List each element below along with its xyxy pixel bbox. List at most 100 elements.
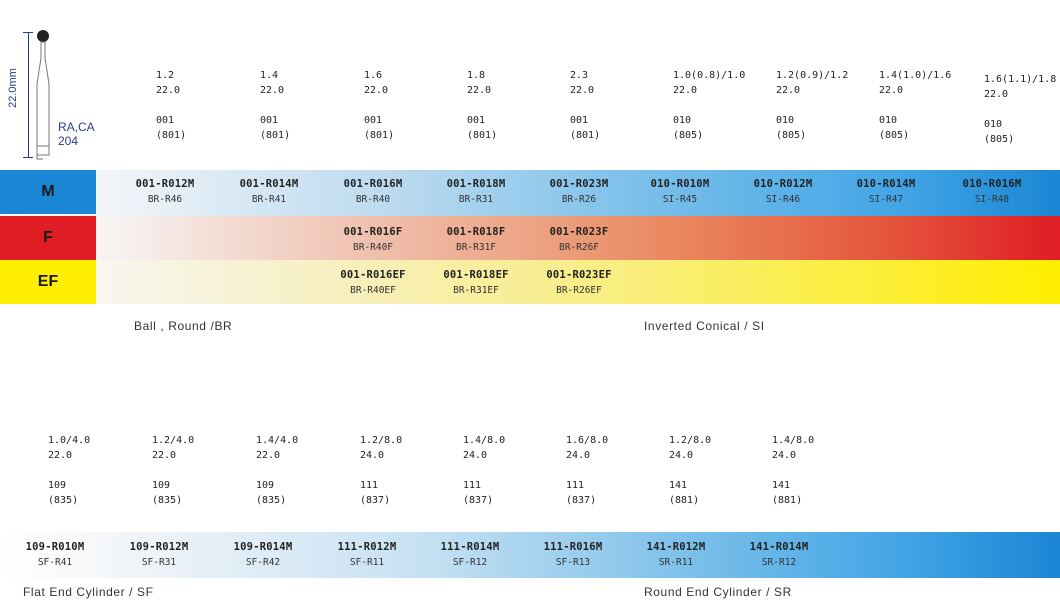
bur-image (120, 28, 152, 160)
spec-shape: 001 (260, 115, 279, 126)
product-code: 111-R014M (440, 541, 500, 553)
bur-specs: 1.6 22.0 001 (801) (364, 68, 394, 143)
spec-size: 1.2(0.9)/1.2 (776, 70, 849, 81)
reference-code: SF-R12 (452, 557, 488, 568)
product-code: 001-R016M (343, 178, 403, 190)
grade-band-m-bottom (0, 532, 1060, 578)
bur-image (328, 28, 360, 160)
spec-size: 1.4(1.0)/1.6 (879, 70, 952, 81)
spec-size: 1.0(0.8)/1.0 (673, 70, 746, 81)
reference-code: SF-R42 (245, 557, 281, 568)
bur-specs: 1.6/8.0 24.0 111 (837) (566, 433, 608, 508)
grade-ef-code: 001-R018EF BR-R31EF (421, 269, 531, 296)
bur-image (637, 378, 669, 522)
spec-iso: (837) (463, 495, 494, 506)
spec-size: 1.6/8.0 (566, 435, 609, 446)
spec-size: 1.4/4.0 (256, 435, 299, 446)
bur-specs: 1.4 22.0 001 (801) (260, 68, 290, 143)
bur-image (431, 28, 463, 160)
spec-size: 1.4 (260, 70, 279, 81)
spec-iso: (805) (673, 130, 704, 141)
bur-specs: 1.6(1.1)/1.8 22.0 010 (805) (984, 72, 1056, 147)
spec-iso: (801) (364, 130, 395, 141)
spec-shape: 111 (360, 480, 379, 491)
product-code: 111-R016M (543, 541, 603, 553)
product-code: 001-R018F (446, 226, 506, 238)
product-code: 001-R018EF (443, 269, 509, 281)
spec-iso: (801) (260, 130, 291, 141)
spec-iso: (835) (48, 495, 79, 506)
product-code: 001-R023F (549, 226, 609, 238)
reference-code: BR-R40 (355, 194, 391, 205)
grade-m-code: 001-R012M BR-R46 (110, 178, 220, 205)
spec-length: 22.0 (364, 85, 389, 96)
spec-size: 1.0/4.0 (48, 435, 91, 446)
product-code: 010-R012M (753, 178, 813, 190)
caption-flat-end-cylinder: Flat End Cylinder / SF (23, 585, 154, 599)
bur-specs: 1.4/4.0 22.0 109 (835) (256, 433, 298, 508)
grade-m-code: 141-R012M SR-R11 (621, 541, 731, 568)
grade-m-code: 010-R010M SI-R45 (625, 178, 735, 205)
spec-iso: (835) (256, 495, 287, 506)
grade-band-m (0, 170, 1060, 216)
bur-image (16, 382, 48, 526)
product-code: 111-R012M (337, 541, 397, 553)
reference-code: BR-R31EF (453, 285, 499, 296)
product-code: 001-R018M (446, 178, 506, 190)
bur-image (534, 28, 566, 160)
grade-m-code: 010-R014M SI-R47 (831, 178, 941, 205)
grade-ef-code: 001-R016EF BR-R40EF (318, 269, 428, 296)
grade-label-m: M (0, 170, 96, 214)
grade-m-code: 109-R010M SF-R41 (0, 541, 110, 568)
grade-f-code: 001-R023F BR-R26F (524, 226, 634, 253)
spec-length: 22.0 (260, 85, 285, 96)
spec-shape: 010 (879, 115, 898, 126)
spec-length: 24.0 (669, 450, 694, 461)
product-code: 141-R014M (749, 541, 809, 553)
spec-length: 22.0 (467, 85, 492, 96)
grade-m-code: 111-R014M SF-R12 (415, 541, 525, 568)
spec-size: 1.2/8.0 (669, 435, 712, 446)
spec-shape: 141 (669, 480, 688, 491)
grade-f-code: 001-R018F BR-R31F (421, 226, 531, 253)
grade-m-code: 010-R016M SI-R48 (937, 178, 1047, 205)
product-code: 001-R023EF (546, 269, 612, 281)
grade-m-code: 001-R018M BR-R31 (421, 178, 531, 205)
spec-iso: (805) (984, 134, 1015, 145)
spec-shape: 109 (256, 480, 275, 491)
shank-type-label: RA,CA (58, 120, 95, 134)
reference-code: SR-R11 (658, 557, 694, 568)
reference-code: BR-R41 (251, 194, 287, 205)
spec-length: 24.0 (463, 450, 488, 461)
spec-size: 2.3 (570, 70, 589, 81)
spec-iso: (835) (152, 495, 183, 506)
spec-length: 22.0 (673, 85, 698, 96)
reference-code: SI-R45 (662, 194, 698, 205)
grade-m-code: 109-R014M SF-R42 (208, 541, 318, 568)
spec-shape: 111 (566, 480, 585, 491)
reference-code: SR-R12 (761, 557, 797, 568)
spec-iso: (801) (570, 130, 601, 141)
product-code: 010-R016M (962, 178, 1022, 190)
spec-size: 1.4/8.0 (772, 435, 815, 446)
bur-specs: 1.2/8.0 24.0 141 (881) (669, 433, 711, 508)
spec-size: 1.6(1.1)/1.8 (984, 74, 1057, 85)
bur-specs: 1.2/8.0 24.0 111 (837) (360, 433, 402, 508)
reference-code: BR-R46 (147, 194, 183, 205)
spec-iso: (837) (566, 495, 597, 506)
bur-specs: 1.2/4.0 22.0 109 (835) (152, 433, 194, 508)
spec-shape: 001 (156, 115, 175, 126)
bur-specs: 1.0(0.8)/1.0 22.0 010 (805) (673, 68, 745, 143)
reference-code: BR-R26EF (556, 285, 602, 296)
grade-m-code: 001-R014M BR-R41 (214, 178, 324, 205)
bur-image (224, 382, 256, 526)
reference-code: SI-R47 (868, 194, 904, 205)
product-code: 109-R010M (25, 541, 85, 553)
product-code: 001-R012M (135, 178, 195, 190)
spec-shape: 010 (673, 115, 692, 126)
shank-length-label: 22.0mm (7, 68, 19, 108)
spec-size: 1.2 (156, 70, 175, 81)
product-code: 001-R016F (343, 226, 403, 238)
spec-iso: (881) (772, 495, 803, 506)
spec-iso: (801) (156, 130, 187, 141)
